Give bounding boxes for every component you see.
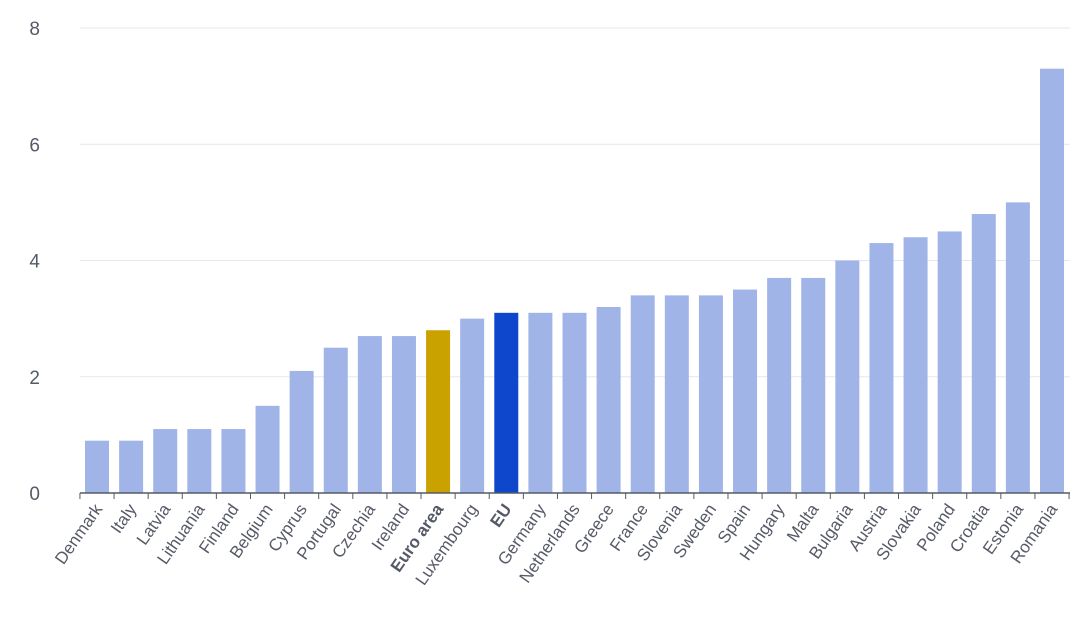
- bar-portugal[interactable]: [323, 347, 348, 493]
- x-tick-label-eu: EU: [486, 500, 515, 530]
- x-axis: [79, 492, 1070, 499]
- bar-cyprus[interactable]: [289, 370, 314, 493]
- bar-belgium[interactable]: [255, 405, 280, 493]
- bar-austria[interactable]: [869, 243, 894, 493]
- bar-euro-area[interactable]: [426, 330, 451, 493]
- bar-croatia[interactable]: [971, 214, 996, 493]
- bar-finland[interactable]: [221, 429, 246, 493]
- y-tick-label-0: 0: [29, 484, 40, 505]
- x-axis-tick-labels: Denmark ItalyLatviaLithuaniaFinlandBelgiu…: [51, 500, 1061, 589]
- bar-czechia[interactable]: [357, 336, 382, 493]
- bar-lithuania[interactable]: [187, 429, 212, 493]
- bar-eu[interactable]: [494, 312, 519, 493]
- bar-netherlands[interactable]: [562, 312, 587, 493]
- bar-poland[interactable]: [937, 231, 962, 493]
- bar-france[interactable]: [630, 295, 655, 493]
- y-tick-label-2: 2: [29, 368, 40, 389]
- bar-sweden[interactable]: [698, 295, 723, 493]
- bar-italy[interactable]: [119, 440, 144, 493]
- x-tick-label-italy: Italy: [107, 500, 141, 537]
- y-tick-label-4: 4: [29, 252, 40, 273]
- x-tick-label-denmark: Denmark: [51, 500, 106, 568]
- y-tick-label-8: 8: [29, 19, 40, 40]
- bar-germany[interactable]: [528, 312, 553, 493]
- bar-romania[interactable]: [1040, 68, 1064, 493]
- bar-greece[interactable]: [596, 307, 621, 493]
- bar-estonia[interactable]: [1005, 202, 1030, 493]
- y-axis-tick-labels: 0 2 4 6 8: [29, 19, 40, 505]
- bar-bulgaria[interactable]: [835, 260, 860, 494]
- bar-spain[interactable]: [733, 289, 758, 493]
- bar-ireland[interactable]: [391, 336, 416, 493]
- bar-slovenia[interactable]: [664, 295, 689, 493]
- bar-luxembourg[interactable]: [460, 318, 485, 493]
- bar-malta[interactable]: [801, 277, 826, 493]
- bar-denmark[interactable]: [85, 440, 109, 493]
- bar-slovakia[interactable]: [903, 237, 928, 493]
- y-tick-label-6: 6: [29, 135, 40, 156]
- bars: [85, 68, 1064, 494]
- bar-hungary[interactable]: [767, 277, 792, 493]
- bar-latvia[interactable]: [153, 429, 178, 493]
